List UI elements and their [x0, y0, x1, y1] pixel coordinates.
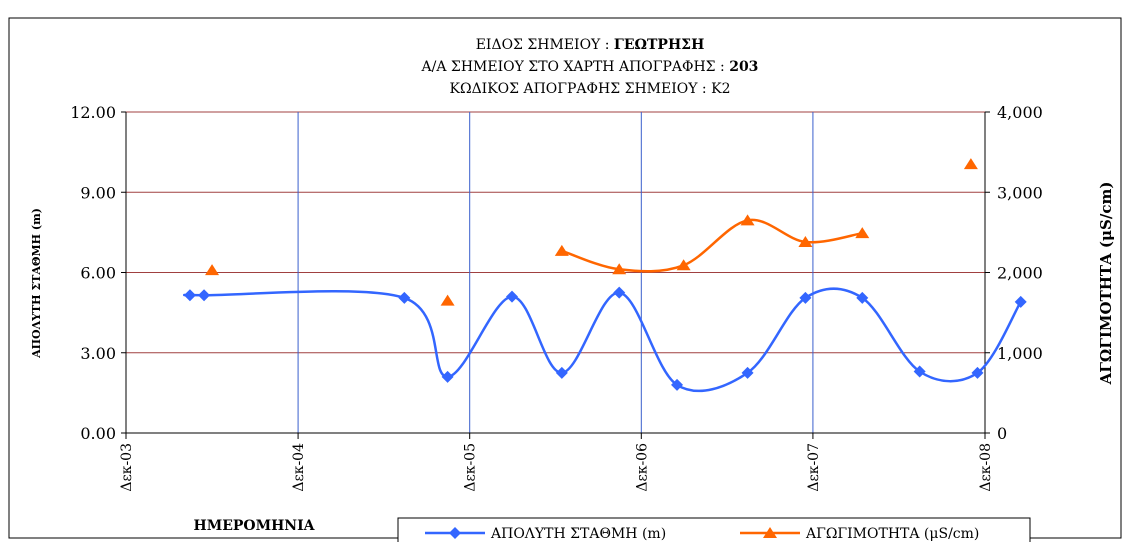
x-tick-label-3: Δεκ-06	[634, 443, 650, 492]
series-1-point-1	[440, 294, 455, 306]
chart-frame	[8, 17, 1122, 539]
series-0-point-10	[856, 291, 869, 304]
y-left-tick-label-1: 3.00	[80, 344, 116, 363]
series-1-point-6	[798, 236, 813, 248]
series-0-point-4	[506, 290, 519, 303]
x-tick-label-1: Δεκ-04	[291, 443, 307, 492]
y-right-tick-label-3: 3,000	[997, 183, 1043, 202]
series-0-point-9	[799, 291, 812, 304]
series-0-point-7	[671, 378, 684, 391]
legend-items: ΑΠΟΛΥΤΗ ΣΤΑΘΜΗ (m) ΑΓΩΓΙΜΟΤΗΤΑ (μS/cm)	[425, 526, 979, 542]
series-0-point-8	[741, 366, 754, 379]
legend-label-0: ΑΠΟΛΥΤΗ ΣΤΑΘΜΗ (m)	[490, 526, 666, 542]
chart-title-line-1: ΕΙΔΟΣ ΣΗΜΕΙΟΥ : ΓΕΩΤΡΗΣΗ	[476, 37, 705, 53]
y-left-tick-label-3: 9.00	[80, 183, 116, 202]
series-0-point-11	[913, 365, 926, 378]
chart-title-line-3-value: Κ2	[711, 81, 730, 97]
series-0-point-3	[441, 370, 454, 383]
grid-layer	[126, 111, 985, 433]
series-0-point-12	[971, 366, 984, 379]
axis-layer: 0.00 3.00 6.00 9.00 12.00 0 1,000 2,000 3,000 4,0…	[70, 103, 1043, 492]
series-1-point-3	[612, 263, 627, 275]
chart-title-line-3-label: ΚΩΔΙΚΟΣ ΑΠΟΓΡΑΦΗΣ ΣΗΜΕΙΟΥ :	[450, 81, 712, 97]
series-0-point-1	[198, 289, 211, 302]
series-0-point-5	[555, 366, 568, 379]
legend: ΑΠΟΛΥΤΗ ΣΤΑΘΜΗ (m) ΑΓΩΓΙΜΟΤΗΤΑ (μS/cm)	[397, 517, 1031, 546]
series-1-point-8	[963, 158, 978, 170]
legend-label-1: ΑΓΩΓΙΜΟΤΗΤΑ (μS/cm)	[805, 526, 979, 542]
legend-marker-0	[449, 527, 461, 539]
series-0-point-0	[183, 289, 196, 302]
x-axis-label: ΗΜΕΡΟΜΗΝΙΑ	[193, 518, 315, 534]
y-left-tick-label-4: 12.00	[70, 103, 116, 122]
y-axis-left-label: ΑΠΟΛΥΤΗ ΣΤΑΘΜΗ (m)	[30, 208, 43, 359]
chart-title-line-2-label: Α/Α ΣΗΜΕΙΟΥ ΣΤΟ ΧΑΡΤΗ ΑΠΟΓΡΑΦΗΣ :	[421, 59, 730, 75]
y-right-tick-label-0: 0	[997, 424, 1007, 443]
series-0-point-6	[613, 286, 626, 299]
legend-marker-1	[763, 527, 777, 538]
series-1-point-7	[855, 227, 870, 239]
series-0	[183, 286, 1027, 393]
legend-box	[397, 517, 1031, 546]
y-left-tick-label-2: 6.00	[80, 264, 116, 283]
y-right-tick-label-4: 4,000	[997, 103, 1043, 122]
chart-title-line-1-value: ΓΕΩΤΡΗΣΗ	[614, 37, 704, 53]
x-tick-label-5: Δεκ-08	[978, 443, 994, 492]
series-layer	[183, 158, 1027, 393]
x-tick-label-0: Δεκ-03	[119, 443, 135, 492]
x-tick-label-2: Δεκ-05	[463, 443, 479, 492]
chart-title-line-1-label: ΕΙΔΟΣ ΣΗΜΕΙΟΥ :	[476, 37, 614, 53]
chart-title-line-2-value: 203	[729, 59, 758, 75]
y-right-tick-label-2: 2,000	[997, 264, 1043, 283]
series-1-point-5	[740, 214, 755, 226]
series-0-point-2	[398, 291, 411, 304]
chart-title-line-2: Α/Α ΣΗΜΕΙΟΥ ΣΤΟ ΧΑΡΤΗ ΑΠΟΓΡΑΦΗΣ : 203	[421, 59, 759, 75]
y-axis-right-label: ΑΓΩΓΙΜΟΤΗΤΑ (μS/cm)	[1097, 182, 1115, 386]
series-1-point-0	[205, 264, 220, 276]
y-left-tick-label-0: 0.00	[80, 424, 116, 443]
series-1-point-4	[676, 259, 691, 271]
y-right-tick-label-1: 1,000	[997, 344, 1043, 363]
chart-title-line-3: ΚΩΔΙΚΟΣ ΑΠΟΓΡΑΦΗΣ ΣΗΜΕΙΟΥ : Κ2	[450, 81, 731, 97]
series-1-point-2	[554, 244, 569, 256]
series-0-point-13	[1014, 295, 1027, 308]
series-1	[205, 158, 978, 306]
x-tick-label-4: Δεκ-07	[806, 443, 822, 492]
